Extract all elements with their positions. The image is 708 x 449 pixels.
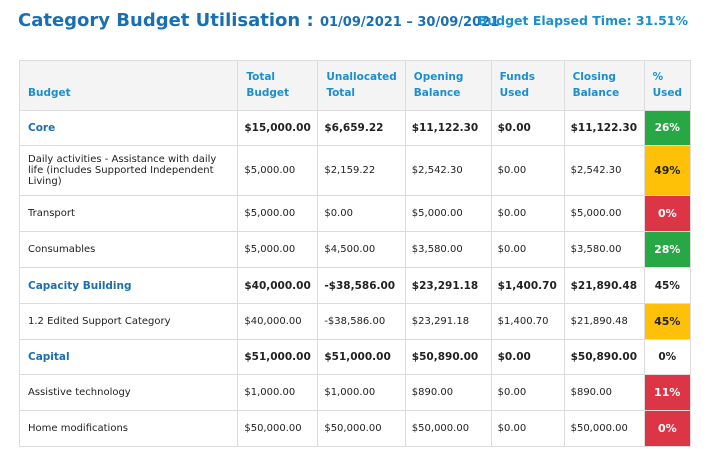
cell-funds-used: $1,400.70 <box>490 303 565 340</box>
cell-closing-balance: $11,122.30 <box>563 110 645 146</box>
cell-funds-used: $0.00 <box>490 195 565 232</box>
cell-funds-used: $0.00 <box>490 339 565 375</box>
cell-funds-used: $0.00 <box>490 145 565 196</box>
cell-total-budget: $40,000.00 <box>237 267 319 304</box>
budget-table: Budget Total Budget Unallocated Total Op… <box>18 60 692 447</box>
cell-percent-used: 11% <box>643 374 692 411</box>
cell-unallocated-total: $1,000.00 <box>317 374 406 411</box>
subcategory-row: Daily activities - Assistance with daily… <box>18 145 692 196</box>
budget-elapsed-time: Budget Elapsed Time: 31.51% <box>477 13 688 28</box>
cell-funds-used: $0.00 <box>490 374 565 411</box>
cell-name: Daily activities - Assistance with daily… <box>18 145 239 196</box>
table-body: Core $15,000.00 $6,659.22 $11,122.30 $0.00 $1… <box>18 110 692 447</box>
cell-closing-balance: $50,890.00 <box>563 339 645 375</box>
cell-percent-used: 45% <box>643 303 692 340</box>
page-title: Category Budget Utilisation : 01/09/2021… <box>18 10 499 31</box>
cell-opening-balance: $23,291.18 <box>404 267 492 304</box>
cell-unallocated-total: $6,659.22 <box>317 110 406 146</box>
cell-percent-used: 49% <box>643 145 692 196</box>
cell-funds-used: $0.00 <box>490 410 565 447</box>
page-header: Category Budget Utilisation : 01/09/2021… <box>0 0 708 40</box>
cell-percent-used: 28% <box>643 231 692 268</box>
cell-total-budget: $50,000.00 <box>237 410 319 447</box>
cell-opening-balance: $3,580.00 <box>404 231 492 268</box>
cell-percent-used: 0% <box>643 339 692 375</box>
cell-name: Transport <box>18 195 239 232</box>
cell-total-budget: $40,000.00 <box>237 303 319 340</box>
cell-closing-balance: $21,890.48 <box>563 303 645 340</box>
cell-opening-balance: $11,122.30 <box>404 110 492 146</box>
cell-closing-balance: $3,580.00 <box>563 231 645 268</box>
column-header-percent-used: % Used <box>643 60 692 111</box>
cell-unallocated-total: -$38,586.00 <box>317 303 406 340</box>
cell-total-budget: $51,000.00 <box>237 339 319 375</box>
column-header-unallocated-total: Unallocated Total <box>317 60 406 111</box>
cell-name: Consumables <box>18 231 239 268</box>
cell-opening-balance: $2,542.30 <box>404 145 492 196</box>
column-header-budget: Budget <box>18 60 239 111</box>
column-header-total-budget: Total Budget <box>237 60 319 111</box>
cell-percent-used: 45% <box>643 267 692 304</box>
category-row: Core $15,000.00 $6,659.22 $11,122.30 $0.00 $1… <box>18 110 692 146</box>
cell-total-budget: $1,000.00 <box>237 374 319 411</box>
cell-opening-balance: $50,890.00 <box>404 339 492 375</box>
cell-total-budget: $5,000.00 <box>237 195 319 232</box>
cell-name: Home modifications <box>18 410 239 447</box>
cell-closing-balance: $2,542.30 <box>563 145 645 196</box>
cell-total-budget: $5,000.00 <box>237 145 319 196</box>
cell-unallocated-total: $50,000.00 <box>317 410 406 447</box>
subcategory-row: Transport $5,000.00 $0.00 $5,000.00 $0.00 $5,… <box>18 195 692 232</box>
cell-opening-balance: $50,000.00 <box>404 410 492 447</box>
cell-unallocated-total: $4,500.00 <box>317 231 406 268</box>
cell-funds-used: $0.00 <box>490 231 565 268</box>
cell-unallocated-total: -$38,586.00 <box>317 267 406 304</box>
cell-total-budget: $15,000.00 <box>237 110 319 146</box>
cell-unallocated-total: $51,000.00 <box>317 339 406 375</box>
cell-opening-balance: $5,000.00 <box>404 195 492 232</box>
cell-unallocated-total: $0.00 <box>317 195 406 232</box>
cell-total-budget: $5,000.00 <box>237 231 319 268</box>
cell-funds-used: $0.00 <box>490 110 565 146</box>
cell-name: Capacity Building <box>18 267 239 304</box>
category-row: Capital $51,000.00 $51,000.00 $50,890.00 $0.… <box>18 339 692 375</box>
column-header-funds-used: Funds Used <box>490 60 565 111</box>
cell-percent-used: 0% <box>643 410 692 447</box>
cell-opening-balance: $23,291.18 <box>404 303 492 340</box>
cell-opening-balance: $890.00 <box>404 374 492 411</box>
table-header-row: Budget Total Budget Unallocated Total Op… <box>18 60 692 111</box>
cell-name: Capital <box>18 339 239 375</box>
cell-name: 1.2 Edited Support Category <box>18 303 239 340</box>
subcategory-row: Assistive technology $1,000.00 $1,000.00 $8… <box>18 374 692 411</box>
category-row: Capacity Building $40,000.00 -$38,586.00 $2… <box>18 267 692 304</box>
cell-closing-balance: $50,000.00 <box>563 410 645 447</box>
cell-percent-used: 26% <box>643 110 692 146</box>
cell-name: Core <box>18 110 239 146</box>
cell-name: Assistive technology <box>18 374 239 411</box>
subcategory-row: 1.2 Edited Support Category $40,000.00 -$3… <box>18 303 692 340</box>
title-text: Category Budget Utilisation : <box>18 10 320 31</box>
cell-closing-balance: $21,890.48 <box>563 267 645 304</box>
subcategory-row: Consumables $5,000.00 $4,500.00 $3,580.00 $0… <box>18 231 692 268</box>
subcategory-row: Home modifications $50,000.00 $50,000.00 $5… <box>18 410 692 447</box>
cell-closing-balance: $5,000.00 <box>563 195 645 232</box>
cell-funds-used: $1,400.70 <box>490 267 565 304</box>
cell-closing-balance: $890.00 <box>563 374 645 411</box>
column-header-opening-balance: Opening Balance <box>404 60 492 111</box>
cell-percent-used: 0% <box>643 195 692 232</box>
column-header-closing-balance: Closing Balance <box>563 60 645 111</box>
date-range: 01/09/2021 – 30/09/2021 <box>319 15 500 30</box>
cell-unallocated-total: $2,159.22 <box>317 145 406 196</box>
